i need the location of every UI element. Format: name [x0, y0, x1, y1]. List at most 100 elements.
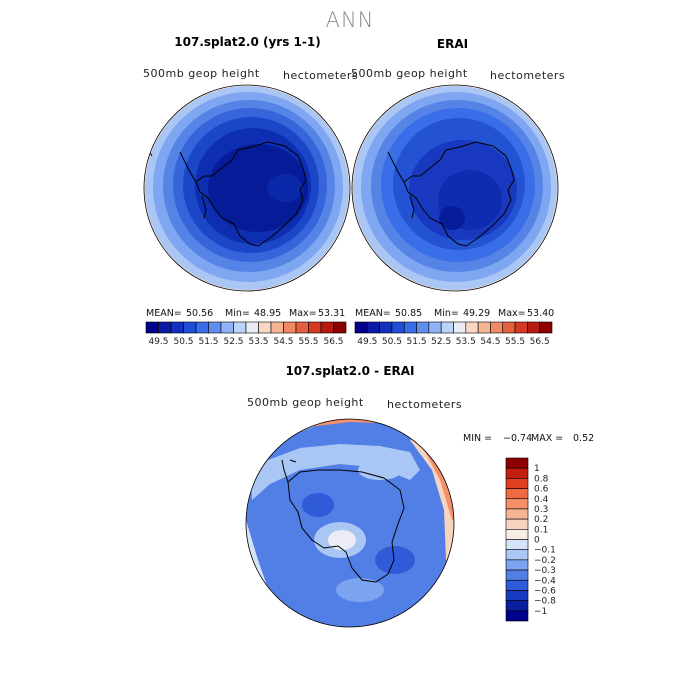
colorbar-swatch [465, 321, 479, 334]
colorbar-tick-label: 49.5 [148, 337, 168, 347]
colorbar-tick-label: 52.5 [431, 337, 451, 347]
colorbar-swatch [440, 321, 454, 334]
obs-mean-label: MEAN= [355, 308, 391, 319]
colorbar-tick-label: 1 [534, 464, 540, 474]
colorbar-tick-label: 56.5 [323, 337, 343, 347]
colorbar-swatch [505, 467, 529, 479]
colorbar-tick-label: 0 [534, 536, 540, 546]
colorbar-tick-label: −0.4 [534, 576, 556, 586]
colorbar-swatch [391, 321, 405, 334]
colorbar-swatch [183, 321, 197, 334]
model-colorbar: 49.5 50.5 51.5 52.5 53.5 54.5 55.5 56.5 [145, 321, 347, 347]
colorbar-swatch [145, 321, 159, 334]
colorbar-swatch [505, 498, 529, 510]
colorbar-swatch [233, 321, 247, 334]
colorbar-tick-label: 54.5 [273, 337, 293, 347]
colorbar-swatch [505, 488, 529, 500]
colorbar-swatch [245, 321, 259, 334]
model-mean-label: MEAN= [146, 308, 182, 319]
diff-min-label: MIN = [463, 433, 493, 444]
model-min-label: Min= [225, 308, 250, 319]
diff-units-label: hectometers [387, 398, 463, 411]
colorbar-tick-label: 50.5 [173, 337, 193, 347]
obs-colorbar: 49.5 50.5 51.5 52.5 53.5 54.5 55.5 56.5 [354, 321, 553, 347]
colorbar-swatch [453, 321, 467, 334]
obs-panel-title: ERAI [436, 37, 469, 51]
obs-map-border [351, 84, 559, 292]
colorbar-swatch [308, 321, 322, 334]
colorbar-tick-label: 49.5 [357, 337, 377, 347]
colorbar-swatch [505, 539, 529, 550]
colorbar-swatch [505, 529, 529, 540]
colorbar-tick-label: 53.5 [456, 337, 476, 347]
diff-max-value: 0.52 [573, 433, 595, 444]
diff-max-label: MAX = [531, 433, 564, 444]
obs-max-value: 53.40 [527, 308, 555, 319]
diff-variable-label: 500mb geop height [247, 396, 364, 409]
colorbar-tick-label: −1 [534, 607, 547, 617]
colorbar-tick-label: 53.5 [248, 337, 268, 347]
colorbar-swatch [333, 321, 347, 334]
colorbar-tick-label: −0.2 [534, 556, 556, 566]
model-variable-label: 500mb geop height [143, 67, 260, 80]
colorbar-tick-label: 55.5 [298, 337, 318, 347]
diff-colorbar: 10.80.60.40.30.20.10−0.1−0.2−0.3−0.4−0.6… [505, 457, 556, 622]
model-map [144, 85, 350, 291]
colorbar-tick-label: 55.5 [505, 337, 525, 347]
colorbar-swatch [428, 321, 442, 334]
obs-units-label: hectometers [490, 69, 566, 82]
obs-mean-value: 50.85 [395, 308, 423, 319]
diff-map-border [245, 418, 455, 628]
figure-title: ANN [325, 8, 375, 32]
obs-variable-label: 500mb geop height [351, 67, 468, 80]
colorbar-swatch [208, 321, 222, 334]
colorbar-tick-label: 51.5 [198, 337, 218, 347]
model-min-value: 48.95 [254, 308, 282, 319]
obs-map [352, 85, 558, 291]
colorbar-swatch [320, 321, 334, 334]
model-mean-value: 50.56 [186, 308, 214, 319]
colorbar-swatch [270, 321, 284, 334]
diff-panel-title: 107.splat2.0 - ERAI [285, 364, 415, 378]
colorbar-swatch [170, 321, 184, 334]
colorbar-tick-label: −0.8 [534, 597, 556, 607]
colorbar-swatch [514, 321, 528, 334]
colorbar-swatch [527, 321, 540, 334]
colorbar-tick-label: 0.2 [534, 515, 548, 525]
diff-map [246, 419, 454, 627]
diff-min-value: −0.74 [503, 433, 533, 444]
colorbar-tick-label: 0.3 [534, 505, 548, 515]
colorbar-tick-label: 0.1 [534, 525, 548, 535]
colorbar-swatch [502, 321, 516, 334]
colorbar-swatch [505, 549, 529, 561]
colorbar-swatch [539, 321, 553, 334]
colorbar-tick-label: 56.5 [530, 337, 550, 347]
colorbar-swatch [490, 321, 504, 334]
colorbar-swatch [158, 321, 172, 334]
colorbar-swatch [195, 321, 209, 334]
colorbar-swatch [416, 321, 430, 334]
colorbar-swatch [367, 321, 380, 334]
colorbar-tick-label: 52.5 [223, 337, 243, 347]
colorbar-swatch [505, 579, 529, 591]
colorbar-tick-label: 0.8 [534, 474, 549, 484]
colorbar-swatch [505, 610, 529, 622]
colorbar-tick-label: 54.5 [480, 337, 500, 347]
colorbar-swatch [220, 321, 234, 334]
obs-coastline [387, 141, 515, 247]
colorbar-swatch [379, 321, 393, 334]
colorbar-tick-label: −0.3 [534, 566, 556, 576]
colorbar-swatch [505, 508, 529, 520]
model-units-label: hectometers [283, 69, 359, 82]
model-max-value: 53.31 [318, 308, 346, 319]
colorbar-swatch [258, 321, 272, 334]
colorbar-swatch [505, 518, 529, 530]
colorbar-tick-label: −0.6 [534, 586, 556, 596]
colorbar-swatch [505, 478, 529, 489]
colorbar-tick-label: 50.5 [382, 337, 402, 347]
colorbar-tick-label: 0.4 [534, 495, 549, 505]
obs-min-value: 49.29 [463, 308, 491, 319]
colorbar-swatch [403, 321, 417, 334]
colorbar-swatch [283, 321, 297, 334]
